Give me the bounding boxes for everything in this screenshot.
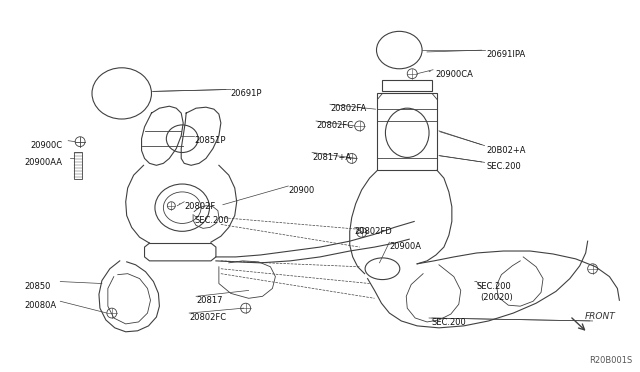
Text: 20900A: 20900A [389,242,421,251]
Text: (20020): (20020) [481,294,513,302]
Text: 20802FA: 20802FA [330,104,366,113]
Text: 20691IPA: 20691IPA [486,50,526,59]
Text: 20B02+A: 20B02+A [486,145,526,155]
Text: 20817+A: 20817+A [312,153,351,161]
Bar [378,93,437,170]
Text: 20851P: 20851P [194,136,226,145]
Text: SEC.200: SEC.200 [431,318,466,327]
Text: 20900CA: 20900CA [435,70,473,79]
Text: 20900AA: 20900AA [24,158,63,167]
Text: 20900: 20900 [288,186,314,195]
Text: 20691P: 20691P [231,89,262,99]
Text: 20817: 20817 [196,296,223,305]
Text: SEC.200: SEC.200 [486,162,522,171]
Text: 20080A: 20080A [24,301,57,310]
Text: FRONT: FRONT [585,312,616,321]
Text: 20802FC: 20802FC [316,121,353,130]
Bar [74,151,82,179]
Text: 20850: 20850 [24,282,51,291]
Text: 20802F: 20802F [184,202,216,211]
Bar [383,80,432,92]
Text: 20900C: 20900C [31,141,63,150]
Text: R20B001S: R20B001S [589,356,632,365]
Text: 20802FC: 20802FC [189,313,227,322]
Text: 20802FD: 20802FD [355,227,392,236]
Text: SEC.200: SEC.200 [477,282,511,291]
Text: SEC.200: SEC.200 [194,215,229,225]
